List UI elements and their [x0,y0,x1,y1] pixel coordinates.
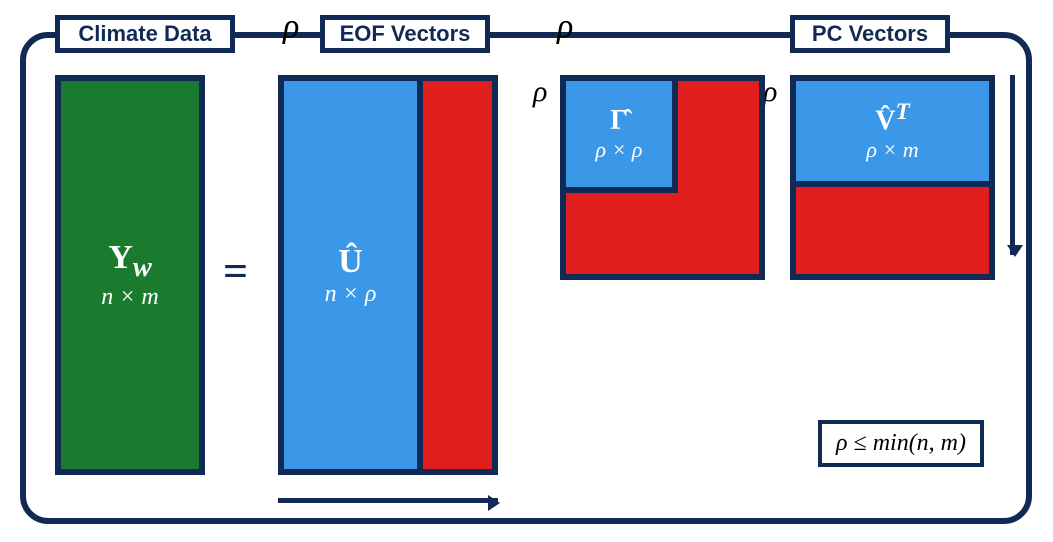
header-climate-label: Climate Data [78,21,211,47]
header-eof-vectors: EOF Vectors [320,15,490,53]
arrow-bottom [278,498,498,503]
matrix-V-inner: V̂T ρ × m [790,75,995,187]
rank-constraint-box: ρ ≤ min(n, m) [818,420,984,467]
header-pc-label: PC Vectors [812,21,928,47]
arrow-right [1010,75,1015,255]
V-symbol: V̂ [875,105,895,136]
rho-left-v: ρ [763,75,777,109]
matrix-Yw: Yw n × m [55,75,205,475]
Yw-symbol-main: Y [108,239,133,276]
V-superscript: T [895,99,909,125]
rho-over-gamma: ρ [557,8,573,46]
matrix-U-inner: Û n × ρ [278,75,423,475]
matrix-Gamma-inner: Γ̂ ρ × ρ [560,75,678,193]
matrix-Yw-dim: n × m [101,284,159,311]
Gamma-symbol: Γ̂ [610,105,628,137]
V-dim: ρ × m [866,137,918,163]
U-dim: n × ρ [325,281,377,308]
Gamma-dim: ρ × ρ [596,137,643,163]
rho-over-u: ρ [283,8,299,46]
matrix-Yw-symbol: Yw [108,239,151,284]
U-symbol: Û [338,243,363,281]
rank-constraint-text: ρ ≤ min(n, m) [836,430,966,457]
rho-left-gamma: ρ [533,75,547,109]
V-symbol-wrap: V̂T [875,99,909,137]
header-eof-label: EOF Vectors [340,21,471,47]
header-climate-data: Climate Data [55,15,235,53]
Yw-symbol-sub: w [133,252,152,283]
header-pc-vectors: PC Vectors [790,15,950,53]
equals-sign: = [223,246,248,297]
